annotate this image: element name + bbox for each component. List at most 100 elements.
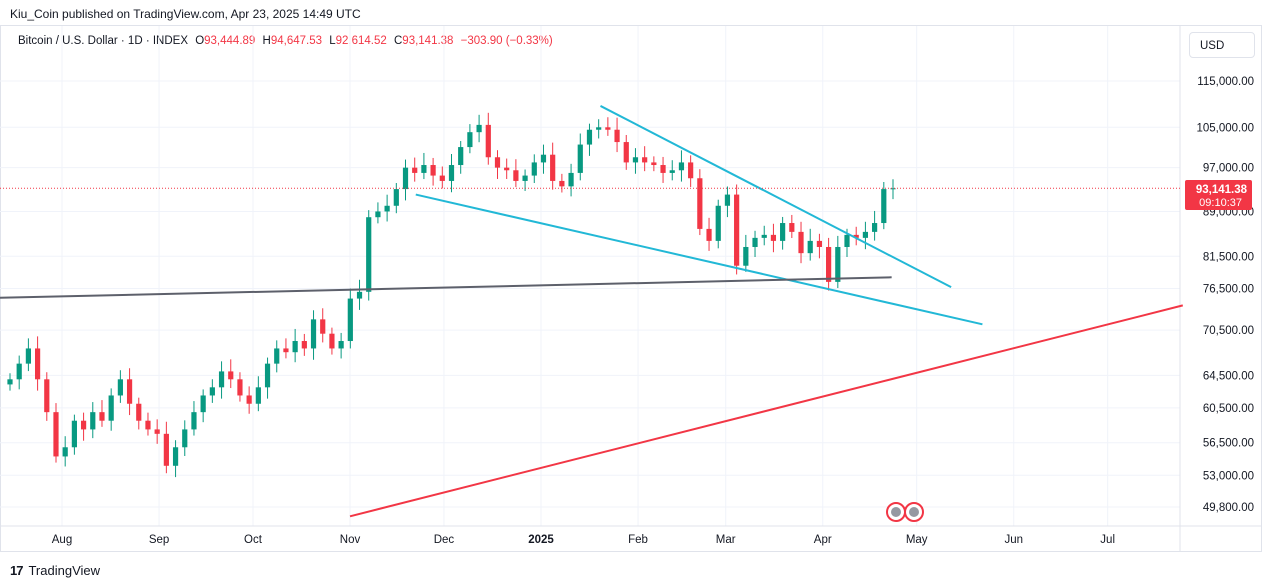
candle-body: [485, 124, 491, 158]
candle-body: [44, 379, 50, 413]
y-tick-label: 76,500.00: [1203, 283, 1254, 295]
candle-body: [384, 205, 390, 212]
candle-body: [34, 348, 41, 380]
x-tick-label: Dec: [434, 534, 455, 546]
candle-body: [467, 132, 473, 148]
open-label: O: [195, 35, 205, 47]
candle-body: [660, 165, 666, 173]
candle-body: [642, 157, 648, 163]
candle-body: [154, 429, 160, 434]
y-tick-label: 115,000.00: [1197, 76, 1254, 88]
y-tick-label: 56,500.00: [1203, 438, 1254, 450]
x-tick-label: Jun: [1004, 534, 1023, 546]
symbol-name: Bitcoin / U.S. Dollar · 1D · INDEX: [18, 35, 188, 47]
last-price-tag: 93,141.38 09:10:37: [1185, 180, 1252, 210]
currency-button[interactable]: USD: [1189, 32, 1255, 58]
candle-body: [540, 154, 547, 163]
candle-body: [476, 124, 482, 133]
candle-body: [200, 395, 206, 413]
candle-body: [522, 175, 528, 181]
candle-body: [494, 157, 501, 168]
candle-body: [835, 246, 841, 282]
candle-body: [301, 341, 307, 349]
close-label: C: [393, 35, 403, 47]
publisher-caption: Kiu_Coin published on TradingView.com, A…: [10, 7, 361, 21]
candle-body: [53, 412, 59, 457]
candle-body: [550, 154, 556, 181]
candle-body: [504, 167, 510, 171]
candle-body: [99, 412, 105, 421]
candle-body: [421, 165, 427, 173]
flag-icons[interactable]: [886, 502, 924, 522]
candle-body: [163, 433, 169, 466]
candle-body: [237, 379, 243, 396]
descending-trendline-lower[interactable]: [415, 193, 983, 326]
open-value: 93,444.89: [204, 35, 256, 47]
rising-trendline[interactable]: [349, 304, 1184, 518]
close-value: 93,141.38: [402, 35, 454, 47]
grid: [0, 26, 1262, 551]
candle-body: [25, 348, 31, 364]
candle-body: [678, 162, 685, 171]
candle-body: [191, 412, 197, 430]
candle-body: [218, 371, 225, 388]
candle-body: [844, 234, 850, 247]
candle-body: [246, 395, 252, 404]
candle-body: [586, 129, 593, 145]
candle-body: [559, 180, 565, 187]
candle-body: [798, 231, 804, 254]
trendlines: [0, 105, 1184, 518]
low-value: 92,614.52: [335, 35, 387, 47]
y-tick-label: 64,500.00: [1203, 370, 1254, 382]
y-tick-label: 60,500.00: [1203, 403, 1254, 415]
candle-body: [780, 223, 786, 241]
x-tick-label: Nov: [340, 534, 361, 546]
y-tick-label: 97,000.00: [1203, 163, 1254, 175]
candles: [7, 112, 896, 478]
candle-body: [136, 403, 142, 421]
price-tag-countdown: 09:10:37: [1199, 197, 1242, 209]
candle-body: [16, 363, 22, 380]
candle-body: [264, 363, 271, 388]
x-tick-label: Oct: [244, 534, 263, 546]
y-tick-label: 49,800.00: [1203, 502, 1254, 514]
candle-body: [881, 189, 887, 224]
candle-body: [752, 237, 758, 247]
y-tick-label: 81,500.00: [1203, 251, 1254, 263]
candle-body: [320, 319, 326, 334]
descending-trendline-upper[interactable]: [600, 105, 952, 289]
x-tick-label: 2025: [528, 534, 554, 546]
candle-body: [182, 429, 188, 448]
change-value: −303.90 (−0.33%): [460, 35, 553, 47]
candle-body: [412, 167, 418, 173]
y-tick-label: 105,000.00: [1196, 122, 1254, 134]
candle-body: [614, 129, 620, 143]
candle-body: [310, 319, 317, 349]
candle-body: [366, 217, 372, 292]
horizontal-support[interactable]: [0, 276, 892, 299]
candle-body: [577, 144, 583, 173]
y-tick-label: 70,500.00: [1203, 325, 1254, 337]
candle-body: [274, 348, 280, 364]
candle-body: [596, 127, 602, 130]
candle-body: [338, 341, 344, 349]
tradingview-logo-icon: 17: [10, 563, 24, 578]
candle-body: [807, 240, 813, 254]
candle-body: [531, 162, 537, 176]
candle-body: [669, 170, 675, 173]
candle-body: [853, 234, 859, 238]
x-tick-label: Jul: [1100, 534, 1115, 546]
x-tick-label: Sep: [149, 534, 169, 546]
candle-body: [513, 170, 519, 181]
time-axis[interactable]: Aug Sep Oct Nov Dec 2025 Feb Mar Apr May Jun Jul: [52, 534, 1115, 546]
candle-body: [789, 223, 795, 232]
candle-body: [329, 333, 335, 349]
candle-body: [697, 178, 703, 229]
candle-body: [770, 234, 777, 241]
price-axis[interactable]: 115,000.00105,000.0097,000.0089,000.0081…: [1196, 76, 1254, 514]
candle-body: [816, 240, 823, 247]
candle-body: [347, 298, 353, 342]
price-tag-value: 93,141.38: [1196, 184, 1248, 196]
candle-body: [890, 188, 896, 190]
